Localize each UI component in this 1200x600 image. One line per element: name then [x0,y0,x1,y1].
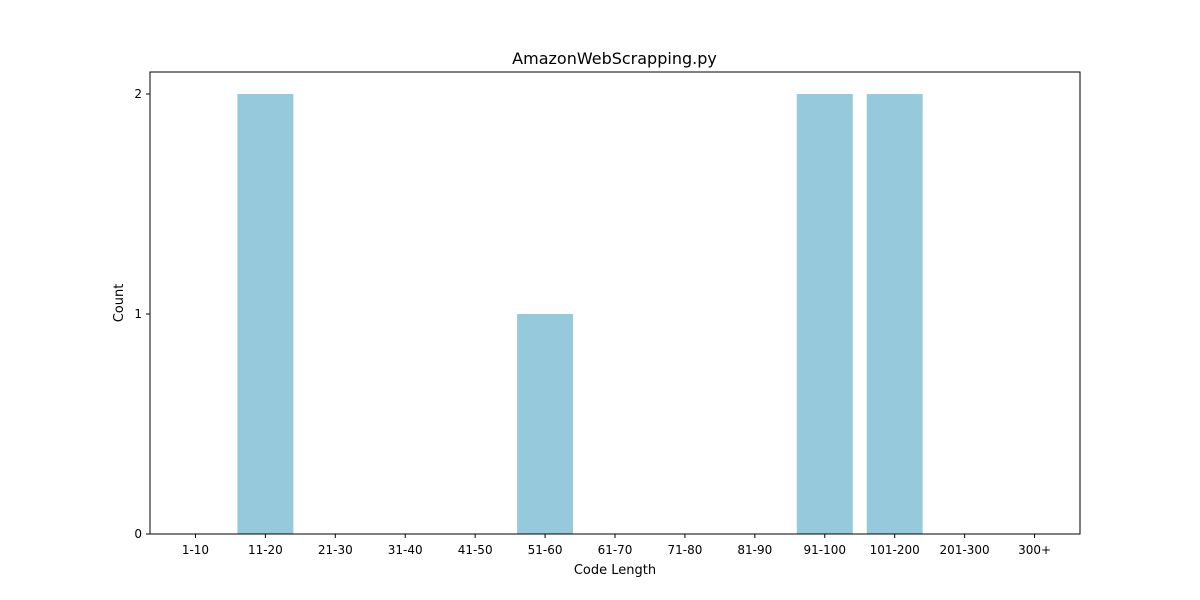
x-tick-label: 1-10 [182,543,209,557]
x-tick-label: 51-60 [528,543,563,557]
x-tick-label: 61-70 [598,543,633,557]
x-tick-label: 31-40 [388,543,423,557]
x-tick-label: 71-80 [667,543,702,557]
x-tick-label: 41-50 [458,543,493,557]
y-axis-label: Count [112,284,127,323]
bars-group [237,94,923,534]
y-tick-label: 2 [134,87,142,101]
x-tick-label: 101-200 [870,543,920,557]
y-tick-label: 1 [134,307,142,321]
chart-title: AmazonWebScrapping.py [512,49,717,68]
x-tick-label: 300+ [1018,543,1051,557]
x-tick-label: 21-30 [318,543,353,557]
y-tick-label: 0 [134,527,142,541]
bar-91-100 [796,94,853,534]
x-axis-ticks: 1-10 11-20 21-30 31-40 41-50 51-60 61-70 71-80 8… [182,534,1051,557]
bar-101-200 [866,94,923,534]
x-tick-label: 91-100 [804,543,847,557]
x-tick-label: 81-90 [737,543,772,557]
bar-51-60 [517,314,574,534]
x-axis-label: Code Length [574,563,656,578]
x-tick-label: 201-300 [940,543,990,557]
x-tick-label: 11-20 [248,543,283,557]
bar-11-20 [237,94,294,534]
y-axis-ticks: 0 1 2 [134,87,150,541]
